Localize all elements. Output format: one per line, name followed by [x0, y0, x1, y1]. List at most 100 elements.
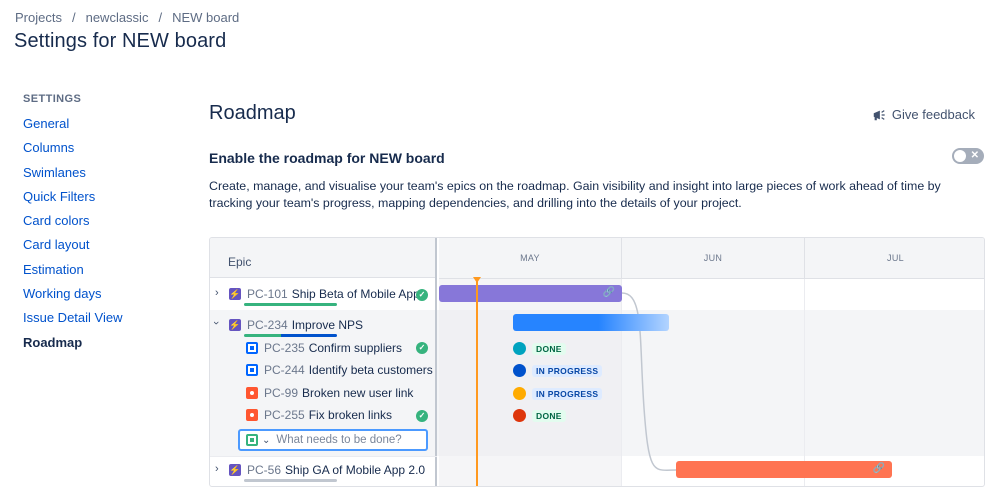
sidebar-item-estimation[interactable]: Estimation — [23, 261, 84, 277]
breadcrumb-separator: / — [71, 10, 76, 25]
issue-key: PC-255 — [264, 408, 305, 422]
child-row-pc-255[interactable]: PC-255 Fix broken links — [246, 408, 392, 422]
epic-bar-pc-56[interactable]: 🔗 — [676, 461, 892, 478]
chevron-right-icon[interactable]: › — [215, 463, 219, 475]
issue-summary: Ship Beta of Mobile App — [291, 287, 420, 301]
sidebar-item-general[interactable]: General — [23, 116, 70, 131]
epic-list: Epic › ⚡ PC-101 Ship Beta of Mobile App … — [210, 238, 437, 486]
avatar — [513, 387, 526, 400]
grid-column — [439, 278, 622, 486]
epic-icon: ⚡ — [229, 319, 241, 331]
today-marker — [473, 277, 481, 283]
issue-summary: Improve NPS — [291, 318, 364, 332]
sidebar-item-issue-detail-view[interactable]: Issue Detail View — [23, 310, 123, 326]
header-divider — [439, 278, 984, 279]
close-icon: ✕ — [970, 150, 979, 161]
megaphone-icon — [873, 109, 885, 120]
epic-progress-bar — [244, 303, 337, 306]
row-divider — [210, 456, 437, 457]
breadcrumb: Projects / newclassic / NEW board — [15, 10, 239, 25]
issue-summary: Broken new user link — [302, 386, 414, 400]
roadmap-preview: MAY JUN JUL 🔗 🔗 DONE IN PROGRESS IN PRO — [209, 237, 985, 487]
status-pc-244: IN PROGRESS — [513, 364, 603, 377]
status-badge: IN PROGRESS — [532, 364, 603, 377]
issue-key: PC-56 — [247, 463, 282, 477]
story-icon[interactable] — [246, 434, 258, 446]
enable-roadmap-label: Enable the roadmap for NEW board — [209, 150, 445, 166]
task-icon — [246, 342, 258, 354]
epic-icon: ⚡ — [229, 288, 241, 300]
chevron-down-icon[interactable]: ⌄ — [262, 434, 271, 446]
link-icon: 🔗 — [872, 463, 885, 474]
link-icon: 🔗 — [602, 287, 615, 298]
child-row-pc-244[interactable]: PC-244 Identify beta customers — [246, 363, 433, 377]
status-badge: IN PROGRESS — [532, 387, 603, 400]
page-title: Settings for NEW board — [14, 30, 227, 52]
avatar — [513, 409, 526, 422]
chevron-right-icon[interactable]: › — [215, 287, 219, 299]
issue-key: PC-234 — [247, 318, 288, 332]
section-title: Roadmap — [209, 102, 296, 124]
issue-summary: Identify beta customers — [308, 363, 433, 377]
sidebar-item-quick-filters[interactable]: Quick Filters — [23, 188, 96, 204]
sidebar-item-card-layout[interactable]: Card layout — [23, 237, 90, 253]
breadcrumb-separator: / — [158, 10, 163, 25]
issue-key: PC-101 — [247, 287, 288, 301]
breadcrumb-project[interactable]: newclassic — [85, 10, 149, 25]
done-check-icon: ✓ — [416, 410, 428, 422]
epic-column-label: Epic — [228, 255, 252, 269]
sidebar-item-swimlanes[interactable]: Swimlanes — [23, 164, 86, 180]
give-feedback-button[interactable]: Give feedback — [872, 107, 975, 122]
child-row-pc-99[interactable]: PC-99 Broken new user link — [246, 386, 413, 400]
epic-column-header: Epic — [210, 238, 435, 278]
create-issue-input[interactable] — [276, 434, 417, 446]
month-may: MAY — [439, 238, 622, 278]
issue-summary: Confirm suppliers — [308, 341, 403, 355]
epic-row-pc-56[interactable]: ⚡ PC-56 Ship GA of Mobile App 2.0 — [229, 463, 425, 477]
create-issue-box[interactable]: ⌄ — [238, 429, 428, 451]
toggle-knob — [954, 150, 966, 162]
epic-bar-pc-101[interactable]: 🔗 — [439, 285, 622, 302]
sidebar-item-card-colors[interactable]: Card colors — [23, 213, 90, 229]
epic-icon: ⚡ — [229, 464, 241, 476]
issue-summary: Fix broken links — [308, 408, 393, 422]
bug-icon — [246, 409, 258, 421]
epic-progress-bar — [244, 334, 337, 337]
sidebar-heading: SETTINGS — [23, 93, 82, 105]
issue-key: PC-244 — [264, 363, 305, 377]
breadcrumb-board[interactable]: NEW board — [172, 10, 240, 25]
status-pc-235: DONE — [513, 342, 566, 355]
status-pc-99: IN PROGRESS — [513, 387, 603, 400]
settings-sidebar: SETTINGS General Columns Swimlanes Quick… — [23, 93, 173, 358]
avatar — [513, 364, 526, 377]
roadmap-description: Create, manage, and visualise your team'… — [209, 179, 941, 210]
grid-column — [622, 278, 805, 486]
roadmap-timeline: MAY JUN JUL 🔗 🔗 DONE IN PROGRESS IN PRO — [439, 238, 984, 486]
epic-progress-bar — [244, 479, 337, 482]
epic-bar-pc-234[interactable] — [513, 314, 669, 331]
dependency-line — [621, 292, 678, 472]
status-badge: DONE — [532, 342, 566, 355]
issue-summary: Ship GA of Mobile App 2.0 — [285, 463, 426, 477]
done-check-icon: ✓ — [416, 289, 428, 301]
bug-icon — [246, 387, 258, 399]
month-jul: JUL — [805, 238, 984, 278]
enable-roadmap-toggle[interactable]: ✕ — [952, 148, 984, 164]
issue-key: PC-99 — [264, 386, 299, 400]
sidebar-item-columns[interactable]: Columns — [23, 140, 75, 156]
status-badge: DONE — [532, 409, 566, 422]
today-marker-line — [476, 278, 478, 486]
status-pc-255: DONE — [513, 409, 566, 422]
month-jun: JUN — [622, 238, 805, 278]
epic-row-pc-101[interactable]: ⚡ PC-101 Ship Beta of Mobile App — [229, 287, 420, 301]
breadcrumb-projects[interactable]: Projects — [15, 10, 62, 25]
child-row-pc-235[interactable]: PC-235 Confirm suppliers — [246, 341, 402, 355]
task-icon — [246, 364, 258, 376]
give-feedback-label: Give feedback — [891, 107, 975, 122]
chevron-down-icon[interactable]: › — [209, 321, 222, 325]
sidebar-item-roadmap[interactable]: Roadmap — [23, 334, 83, 350]
epic-row-pc-234[interactable]: ⚡ PC-234 Improve NPS — [229, 318, 363, 332]
sidebar-item-working-days[interactable]: Working days — [23, 286, 102, 302]
done-check-icon: ✓ — [416, 342, 428, 354]
avatar — [513, 342, 526, 355]
